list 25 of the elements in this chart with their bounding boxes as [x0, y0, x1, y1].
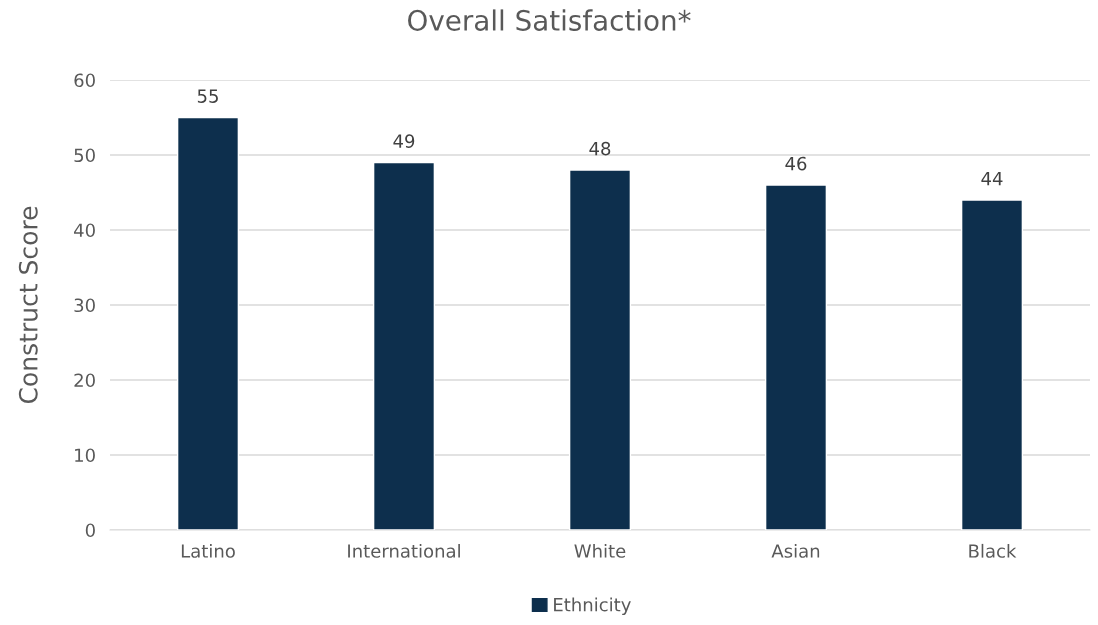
y-tick-label: 30: [74, 298, 95, 313]
bar: [960, 199, 1024, 530]
y-axis-title: Construct Score: [18, 206, 38, 404]
x-tick-label: Black: [969, 543, 1017, 558]
y-tick-label: 40: [74, 223, 95, 238]
x-tick-label: Latino: [181, 543, 235, 558]
data-label: 48: [589, 141, 611, 156]
data-label: 49: [393, 134, 415, 148]
y-tick-label: 60: [74, 73, 95, 88]
data-label: 46: [785, 156, 807, 171]
bar: [176, 116, 240, 530]
y-tick-label: 10: [75, 448, 95, 463]
data-label: 55: [197, 89, 218, 103]
y-tick-label: 20: [74, 373, 95, 388]
x-tick-label: International: [348, 543, 460, 558]
data-label: 44: [981, 171, 1003, 186]
bar: [568, 169, 632, 530]
bar: [372, 161, 436, 530]
chart-title: Overall Satisfaction*: [408, 9, 691, 31]
legend-label: Ethnicity: [554, 597, 631, 615]
y-tick-label: 50: [74, 148, 95, 163]
x-tick-label: Asian: [771, 543, 820, 558]
y-tick-label: 0: [85, 523, 95, 538]
x-tick-label: White: [574, 543, 626, 558]
bar: [764, 184, 828, 530]
